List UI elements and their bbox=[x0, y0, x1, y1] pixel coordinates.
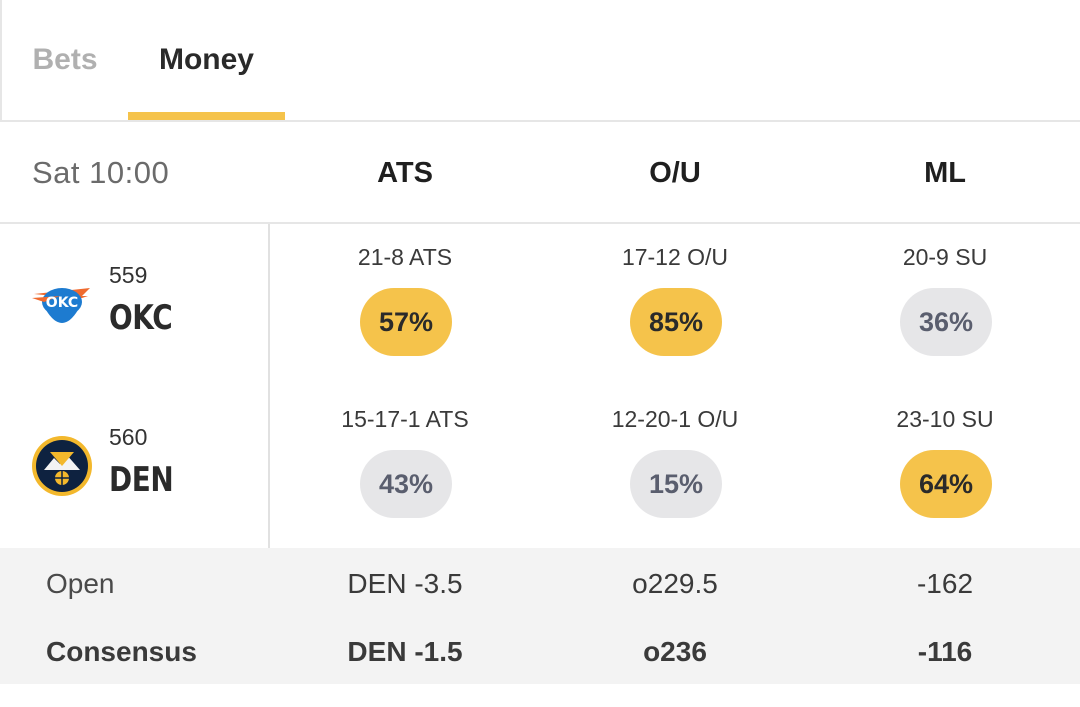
okc-ml-record: 20-9 SU bbox=[902, 244, 988, 270]
open-line-label: Open bbox=[46, 568, 115, 599]
den-ats-pct-badge: 43% bbox=[360, 450, 452, 518]
tab-bets[interactable]: Bets bbox=[32, 43, 98, 76]
den-ou-cell: 12-20-1 O/U 15% bbox=[540, 386, 810, 548]
den-ou-pct-badge: 15% bbox=[630, 450, 722, 518]
den-ml-cell: 23-10 SU 64% bbox=[810, 386, 1080, 548]
den-nuggets-logo bbox=[32, 436, 92, 496]
tab-bar: Bets Money bbox=[0, 0, 1080, 122]
okc-ml-cell: 20-9 SU 36% bbox=[810, 224, 1080, 386]
okc-thunder-logo: OKC bbox=[32, 288, 90, 323]
team-abbreviation: DEN bbox=[109, 460, 174, 500]
den-ats-cell: 15-17-1 ATS 43% bbox=[270, 386, 540, 548]
den-ml-pct-badge: 64% bbox=[900, 450, 992, 518]
consensus-ats-line: DEN -1.5 bbox=[347, 636, 463, 667]
team-row-den[interactable]: 560 DEN bbox=[0, 386, 268, 548]
column-header-ats: ATS bbox=[377, 157, 433, 189]
okc-ou-cell: 17-12 O/U 85% bbox=[540, 224, 810, 386]
okc-ats-pct-badge: 57% bbox=[360, 288, 452, 356]
column-header-ou: O/U bbox=[649, 157, 701, 189]
game-time: Sat 10:00 bbox=[32, 155, 170, 190]
okc-ats-cell: 21-8 ATS 57% bbox=[270, 224, 540, 386]
active-tab-indicator bbox=[128, 112, 285, 120]
matchup-header: Sat 10:00 ATS O/U ML bbox=[0, 122, 1080, 224]
okc-ml-pct-badge: 36% bbox=[900, 288, 992, 356]
okc-ats-record: 21-8 ATS bbox=[357, 244, 453, 270]
team-abbreviation: OKC bbox=[109, 298, 173, 338]
okc-ou-pct-badge: 85% bbox=[630, 288, 722, 356]
betting-lines: Open DEN -3.5 o229.5 -162 Consensus DEN … bbox=[0, 548, 1080, 684]
open-ou-line: o229.5 bbox=[632, 568, 718, 599]
tab-money[interactable]: Money bbox=[158, 43, 254, 76]
consensus-ou-line: o236 bbox=[643, 636, 707, 667]
consensus-line-label: Consensus bbox=[46, 636, 197, 667]
team-rotation-number: 559 bbox=[109, 262, 148, 288]
svg-text:OKC: OKC bbox=[46, 295, 78, 311]
den-ou-record: 12-20-1 O/U bbox=[611, 406, 739, 432]
open-ml-line: -162 bbox=[916, 568, 974, 599]
team-row-okc[interactable]: OKC 559 OKC bbox=[0, 224, 268, 386]
consensus-ml-line: -116 bbox=[917, 636, 973, 667]
open-ats-line: DEN -3.5 bbox=[347, 568, 463, 599]
column-header-ml: ML bbox=[924, 157, 966, 189]
team-rotation-number: 560 bbox=[109, 424, 148, 450]
column-divider bbox=[268, 224, 270, 684]
den-ats-record: 15-17-1 ATS bbox=[341, 406, 469, 432]
den-ml-record: 23-10 SU bbox=[896, 406, 994, 432]
okc-ou-record: 17-12 O/U bbox=[621, 244, 729, 270]
